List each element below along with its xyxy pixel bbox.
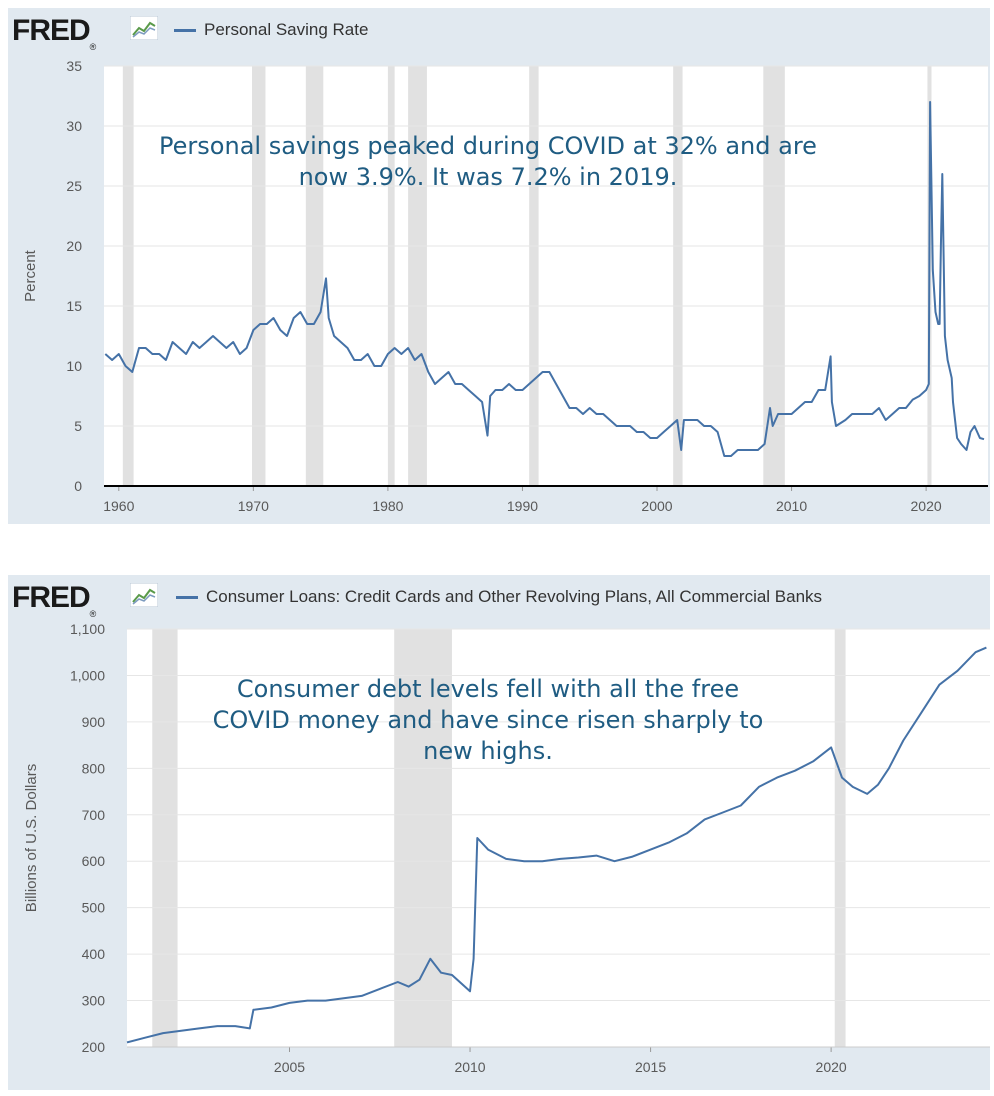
recession-band [388, 66, 395, 486]
annotation-line: Consumer debt levels fell with all the f… [178, 674, 798, 705]
y-tick-label: 500 [82, 900, 106, 916]
x-tick-label: 2000 [641, 498, 672, 514]
y-tick-label: 35 [66, 58, 82, 74]
y-tick-label: 20 [66, 238, 82, 254]
y-tick-label: 30 [66, 118, 82, 134]
y-tick-label: 800 [82, 760, 106, 776]
recession-band [123, 66, 134, 486]
y-axis-label: Percent [22, 249, 39, 302]
plot-area [104, 66, 988, 486]
x-tick-label: 2005 [274, 1059, 305, 1075]
annotation-line: new highs. [178, 736, 798, 767]
recession-band [152, 629, 177, 1047]
recession-band [408, 66, 427, 486]
y-axis-label: Billions of U.S. Dollars [23, 764, 40, 912]
x-tick-label: 2020 [911, 498, 942, 514]
annotation-line: Personal savings peaked during COVID at … [138, 131, 838, 162]
y-tick-label: 900 [82, 714, 106, 730]
y-tick-label: 1,100 [70, 621, 105, 637]
recession-band [835, 629, 846, 1047]
saving-rate-chart-panel: FRED® Personal Saving Rate 0 5 10 15 20 25 30 3… [8, 8, 990, 524]
y-tick-label: 1,000 [70, 667, 105, 683]
y-tick-label: 10 [66, 358, 82, 374]
consumer-loans-chart-panel: FRED® Consumer Loans: Credit Cards and O… [8, 575, 990, 1090]
x-tick-label: 1980 [372, 498, 403, 514]
x-tick-label: 2010 [454, 1059, 485, 1075]
x-tick-label: 1970 [238, 498, 269, 514]
consumer-loans-plot[interactable]: 200 300 400 500 600 700 800 900 1,000 1,100 2005 20… [8, 575, 990, 1090]
chart-annotation: Consumer debt levels fell with all the f… [178, 674, 798, 767]
y-tick-label: 5 [74, 418, 82, 434]
x-tick-label: 2020 [816, 1059, 847, 1075]
recession-band [306, 66, 323, 486]
recession-band [529, 66, 538, 486]
x-tick-label: 1990 [507, 498, 538, 514]
y-tick-label: 600 [82, 853, 106, 869]
chart-annotation: Personal savings peaked during COVID at … [138, 131, 838, 193]
y-tick-label: 400 [82, 946, 106, 962]
y-tick-label: 200 [82, 1039, 106, 1055]
recession-band [252, 66, 265, 486]
x-tick-label: 2010 [776, 498, 807, 514]
y-tick-label: 0 [74, 478, 82, 494]
x-tick-label: 1960 [103, 498, 134, 514]
saving-rate-plot[interactable]: 0 5 10 15 20 25 30 35 1960 1970 1980 1990 2000 2010 20… [8, 8, 990, 524]
y-tick-label: 300 [82, 993, 106, 1009]
annotation-line: now 3.9%. It was 7.2% in 2019. [138, 162, 838, 193]
y-tick-label: 15 [66, 298, 82, 314]
y-tick-label: 700 [82, 807, 106, 823]
x-tick-label: 2015 [635, 1059, 666, 1075]
annotation-line: COVID money and have since risen sharply… [178, 705, 798, 736]
y-tick-label: 25 [66, 178, 82, 194]
